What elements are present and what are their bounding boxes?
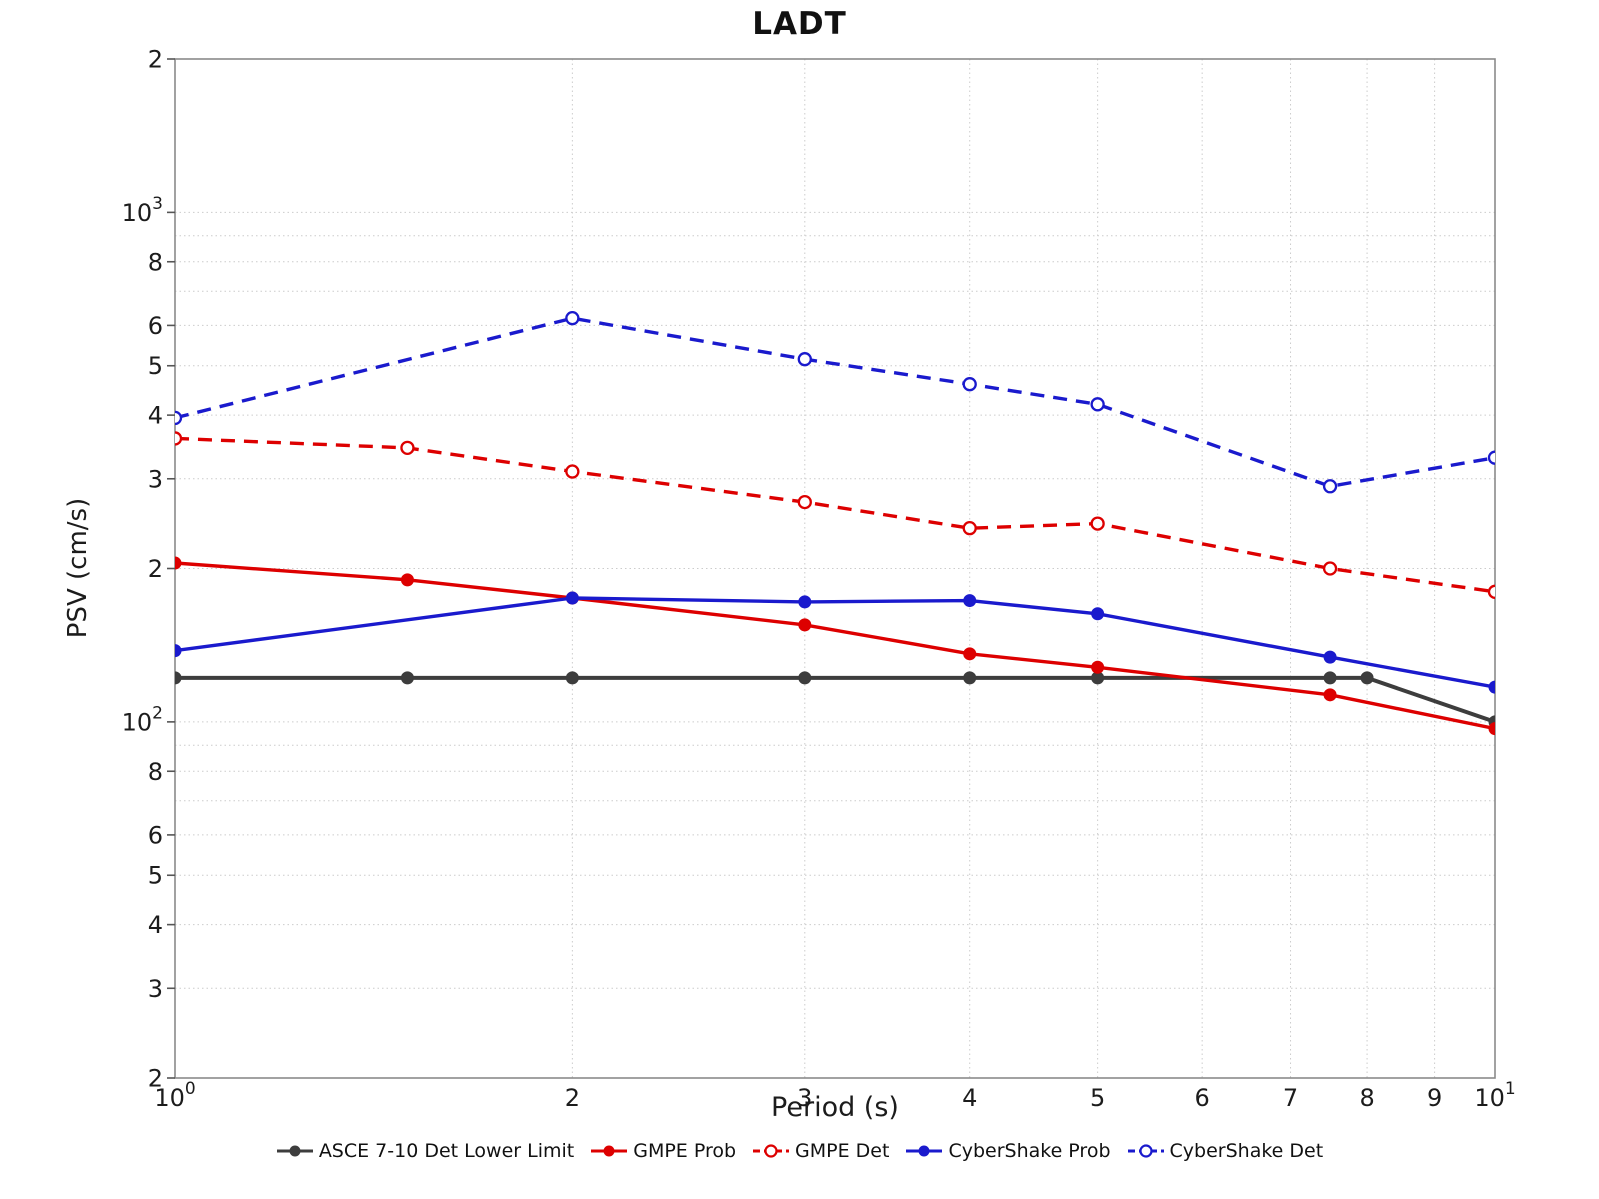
y-tick-label: 103 xyxy=(122,194,163,227)
data-point-marker xyxy=(1488,680,1495,694)
y-tick-label: 102 xyxy=(122,703,163,736)
data-point-marker xyxy=(963,647,977,661)
data-point-marker xyxy=(963,671,977,685)
data-point-marker xyxy=(400,671,414,685)
x-axis-title: Period (s) xyxy=(771,1092,899,1123)
legend-label: ASCE 7-10 Det Lower Limit xyxy=(318,1140,575,1162)
data-point-marker xyxy=(1091,607,1105,621)
x-tick-label: 101 xyxy=(1474,1079,1515,1112)
data-point-marker xyxy=(175,556,182,570)
data-point-marker xyxy=(1323,688,1337,702)
data-point-marker xyxy=(798,595,812,609)
gmpe-det-marker-icon xyxy=(753,1144,790,1158)
data-point-marker xyxy=(565,671,579,685)
data-point-marker xyxy=(175,644,182,658)
series-asce-7-10-det-lower-limit xyxy=(175,671,1495,729)
cybershake-prob-marker-icon xyxy=(906,1145,943,1157)
data-point-marker xyxy=(798,618,812,632)
x-tick-label: 8 xyxy=(1359,1084,1374,1112)
legend-label: CyberShake Det xyxy=(1169,1140,1324,1162)
y-tick-label: 8 xyxy=(148,758,163,786)
data-point-marker xyxy=(1322,479,1338,494)
asce-7-10-det-lower-limit-marker-icon xyxy=(276,1145,313,1157)
data-point-marker xyxy=(1487,450,1495,465)
data-point-marker xyxy=(565,591,579,605)
legend-label: GMPE Prob xyxy=(633,1140,737,1162)
data-point-marker xyxy=(798,671,812,685)
data-point-marker xyxy=(1090,397,1105,412)
y-tick-label: 5 xyxy=(148,862,163,890)
data-point-marker xyxy=(1323,650,1337,664)
series-line xyxy=(175,675,1495,724)
data-point-marker xyxy=(400,573,414,587)
y-axis-title: PSV (cm/s) xyxy=(63,497,93,639)
legend: ASCE 7-10 Det Lower Limit GMPE Prob GMPE D… xyxy=(0,1140,1599,1162)
y-tick-label: 4 xyxy=(148,911,163,939)
gmpe-prob-marker-icon xyxy=(591,1145,628,1157)
x-tick-label: 4 xyxy=(962,1084,977,1112)
y-tick-label: 6 xyxy=(148,821,163,849)
cybershake-det-marker-icon xyxy=(1127,1144,1164,1158)
data-point-marker xyxy=(962,377,977,392)
y-tick-label: 8 xyxy=(148,248,163,276)
gridlines xyxy=(175,59,1495,1079)
data-point-marker xyxy=(565,311,580,326)
data-point-marker xyxy=(175,431,183,446)
legend-item-gmpe-prob: GMPE Prob xyxy=(590,1140,736,1162)
data-point-marker xyxy=(1090,516,1105,531)
legend-item-gmpe-det: GMPE Det xyxy=(752,1140,889,1162)
x-tick-label: 100 xyxy=(154,1079,195,1112)
series-line xyxy=(175,436,1495,594)
data-point-marker xyxy=(1091,660,1105,674)
x-tick-label: 3 xyxy=(797,1084,812,1112)
data-point-marker xyxy=(175,671,182,685)
legend-item-cybershake-prob: CyberShake Prob xyxy=(905,1140,1111,1162)
legend-label: CyberShake Prob xyxy=(948,1140,1111,1162)
series-layer xyxy=(175,311,1495,736)
legend-item-cybershake-det: CyberShake Det xyxy=(1127,1140,1324,1162)
data-point-marker xyxy=(963,594,977,608)
x-tick-label: 9 xyxy=(1427,1084,1442,1112)
chart-title: LADT xyxy=(752,6,847,42)
legend-item-asce-7-10-det-lower-limit: ASCE 7-10 Det Lower Limit xyxy=(276,1140,574,1162)
y-tick-label: 2 xyxy=(148,46,163,74)
x-tick-label: 7 xyxy=(1283,1084,1298,1112)
data-point-marker xyxy=(1487,584,1495,599)
data-point-marker xyxy=(565,464,580,479)
y-tick-label: 2 xyxy=(148,1065,163,1093)
data-point-marker xyxy=(797,494,812,510)
data-point-marker xyxy=(962,521,977,536)
y-tick-label: 3 xyxy=(148,465,163,493)
data-point-marker xyxy=(1323,671,1337,685)
series-line xyxy=(175,596,1495,689)
data-point-marker xyxy=(175,410,183,426)
data-point-marker xyxy=(1360,671,1374,685)
data-point-marker xyxy=(400,440,415,456)
series-gmpe-det xyxy=(175,431,1495,599)
series-line xyxy=(175,316,1495,488)
data-point-marker xyxy=(1488,722,1495,736)
x-axis-ticks: 100 2 3 4 5 6 7 8 9 101 xyxy=(154,1079,1515,1112)
data-point-marker xyxy=(797,352,812,367)
x-tick-label: 6 xyxy=(1195,1084,1210,1112)
x-tick-label: 5 xyxy=(1090,1084,1105,1112)
data-point-marker xyxy=(1322,561,1338,576)
series-cybershake-det xyxy=(175,311,1495,494)
y-tick-label: 2 xyxy=(148,555,163,583)
y-tick-label: 3 xyxy=(148,975,163,1003)
series-line xyxy=(175,561,1495,731)
y-tick-label: 5 xyxy=(148,352,163,380)
legend-label: GMPE Det xyxy=(795,1140,890,1162)
series-gmpe-prob xyxy=(175,556,1495,736)
x-tick-label: 2 xyxy=(565,1084,580,1112)
y-axis-ticks: 2 103 8 6 5 4 3 2 102 8 6 5 4 3 2 xyxy=(122,46,175,1093)
series-cybershake-prob xyxy=(175,591,1495,694)
y-tick-label: 4 xyxy=(148,402,163,430)
y-tick-label: 6 xyxy=(148,312,163,340)
